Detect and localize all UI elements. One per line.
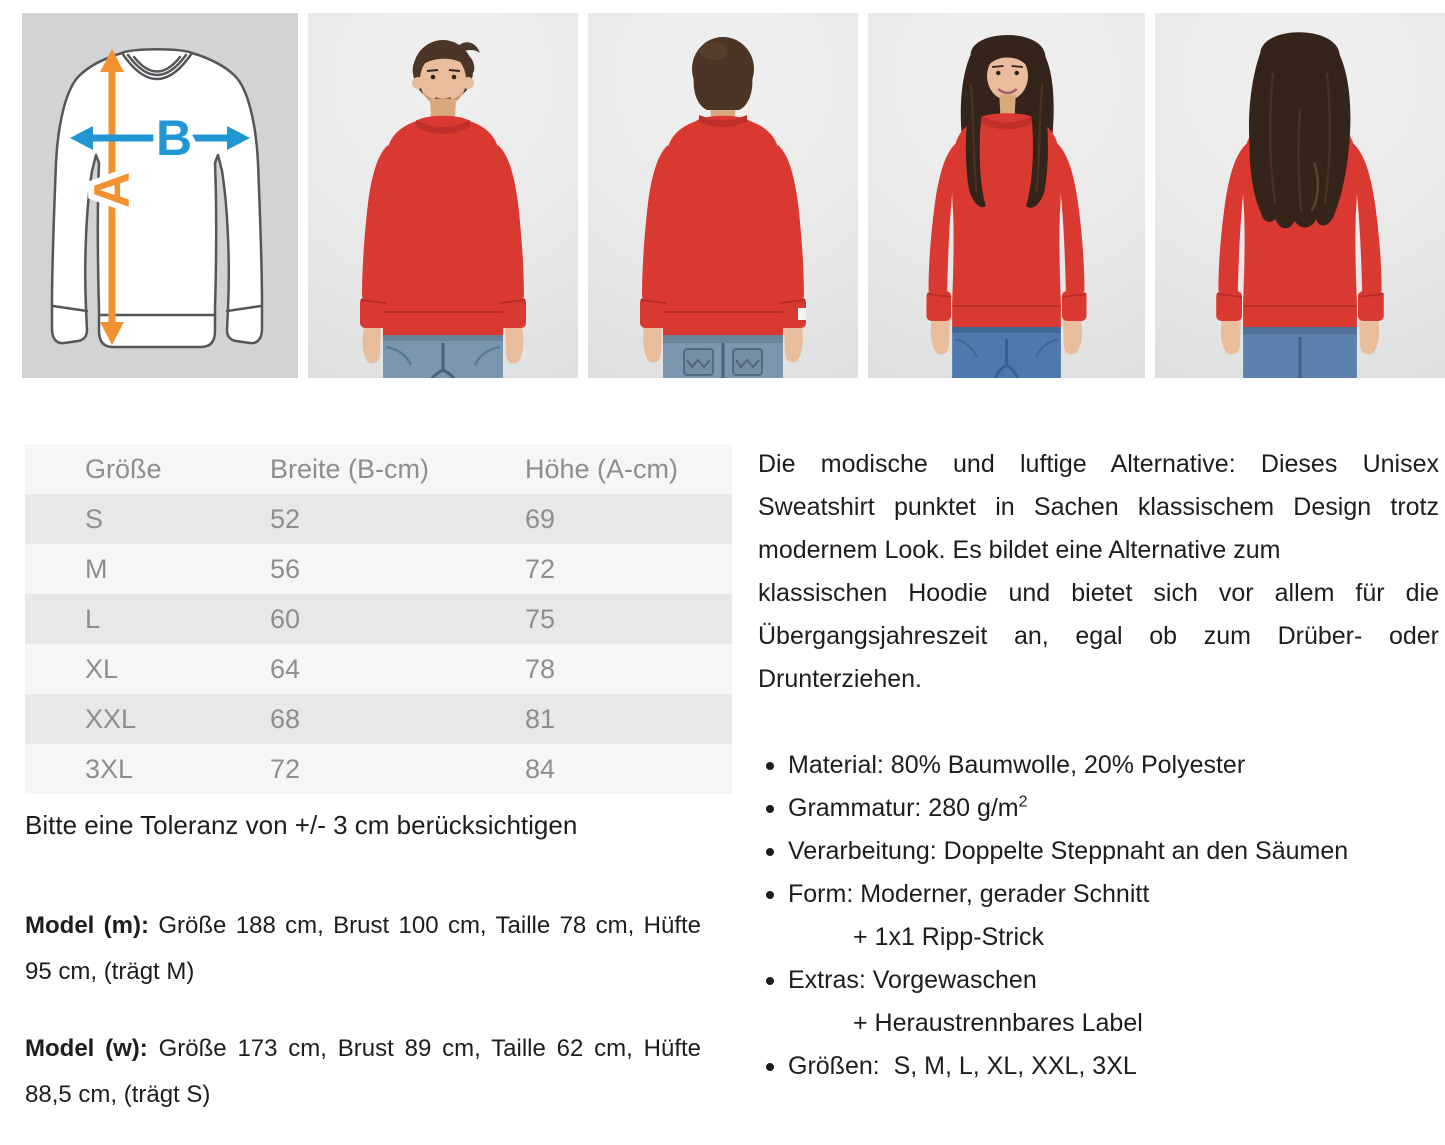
model-w-label: Model (w): xyxy=(25,1035,148,1062)
description-line: Drunterziehen. xyxy=(758,665,922,693)
model-m-label: Model (m): xyxy=(25,912,150,939)
male-model-back-figure xyxy=(640,37,806,378)
female-model-back-figure xyxy=(1216,32,1384,378)
description-line: klassischen Hoodie und bietet sich vor a… xyxy=(758,579,1439,607)
model-w-details: Größe 173 cm, Brust 89 cm, Taille 62 cm,… xyxy=(25,1035,708,1108)
table-row: 3XL 72 84 xyxy=(25,744,732,794)
female-model-front-photo[interactable] xyxy=(868,13,1145,378)
feature-form-addon: + 1x1 Ripp-Strick xyxy=(758,916,1445,959)
feature-list: Material: 80% Baumwolle, 20% Polyester G… xyxy=(758,744,1445,1088)
size-diagram-image[interactable]: A B xyxy=(22,13,298,378)
model-w-info: Model (w): Größe 173 cm, Brust 89 cm, Ta… xyxy=(25,1026,701,1118)
size-table-header-row: Größe Breite (B-cm) Höhe (A-cm) xyxy=(25,444,732,494)
size-table-header-height: Höhe (A-cm) xyxy=(525,453,679,484)
feature-verarbeitung: Verarbeitung: Doppelte Steppnaht an den … xyxy=(758,830,1445,873)
bullet-icon xyxy=(766,890,774,899)
model-m-info: Model (m): Größe 188 cm, Brust 100 cm, T… xyxy=(25,903,701,995)
description-line: Die modische und luftige Alternative: Di… xyxy=(758,450,1439,478)
size-table-header-width: Breite (B-cm) xyxy=(270,453,430,484)
bullet-icon xyxy=(766,1020,774,1028)
model-m-details: Größe 188 cm, Brust 100 cm, Taille 78 cm… xyxy=(25,912,708,985)
height-arrow-a xyxy=(100,49,124,345)
width-label-b: B xyxy=(156,110,192,166)
feature-extras-addon: + Heraustrennbares Label xyxy=(758,1002,1445,1045)
description-line: Sweatshirt punktet in Sachen klassischem… xyxy=(758,493,1439,521)
tolerance-note: Bitte eine Toleranz von +/- 3 cm berücks… xyxy=(25,810,578,840)
male-model-back-photo[interactable] xyxy=(588,13,858,378)
feature-sizes: Größen: S, M, L, XL, XXL, 3XL xyxy=(758,1045,1445,1088)
description-line: Übergangsjahreszeit an, egal ob zum Drüb… xyxy=(758,622,1439,650)
bullet-icon xyxy=(766,934,774,942)
superscript-2: 2 xyxy=(1018,793,1028,811)
bullet-icon xyxy=(766,1062,774,1071)
table-row: L 60 75 xyxy=(25,594,732,644)
table-row: XL 64 78 xyxy=(25,644,732,694)
feature-grammatur: Grammatur: 280 g/m2 xyxy=(758,787,1445,830)
bullet-icon xyxy=(766,804,774,813)
size-table-header-size: Größe xyxy=(85,453,162,484)
feature-material: Material: 80% Baumwolle, 20% Polyester xyxy=(758,744,1445,787)
size-table: Größe Breite (B-cm) Höhe (A-cm) S 52 69 … xyxy=(25,444,732,794)
sweatshirt-outline xyxy=(50,48,264,349)
product-description: Die modische und luftige Alternative: Di… xyxy=(758,443,1439,701)
bullet-icon xyxy=(766,761,774,770)
size-diagram: A B xyxy=(22,13,298,378)
table-row: S 52 69 xyxy=(25,494,732,544)
table-row: XXL 68 81 xyxy=(25,694,732,744)
bullet-icon xyxy=(766,847,774,856)
description-line: modernem Look. Es bildet eine Alternativ… xyxy=(758,536,1281,564)
female-model-front-figure xyxy=(926,35,1087,378)
male-model-front-photo[interactable] xyxy=(308,13,578,378)
male-model-front-figure xyxy=(360,40,526,378)
height-label-a: A xyxy=(84,172,140,208)
feature-form: Form: Moderner, gerader Schnitt xyxy=(758,873,1445,916)
table-row: M 56 72 xyxy=(25,544,732,594)
female-model-back-photo[interactable] xyxy=(1155,13,1445,378)
width-arrow-b xyxy=(70,126,250,150)
feature-extras: Extras: Vorgewaschen xyxy=(758,959,1445,1002)
bullet-icon xyxy=(766,976,774,985)
